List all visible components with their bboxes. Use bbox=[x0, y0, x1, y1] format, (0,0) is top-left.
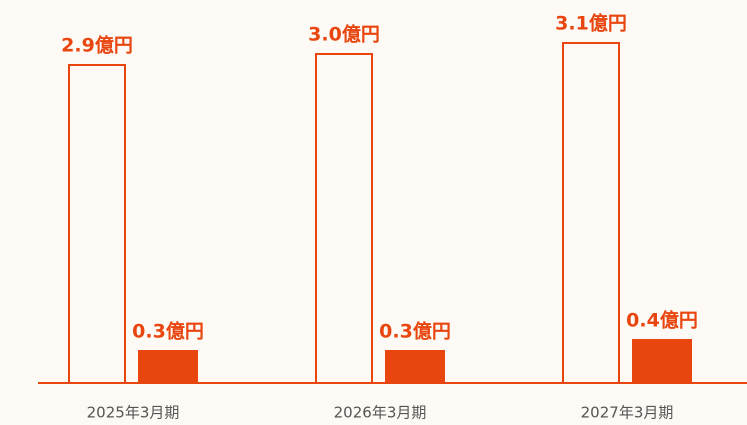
value-label: 0.4億円 bbox=[626, 309, 698, 332]
value-label: 2.9億円 bbox=[61, 34, 133, 57]
bar bbox=[385, 350, 445, 383]
bar bbox=[632, 339, 692, 383]
value-label: 3.1億円 bbox=[555, 12, 627, 35]
x-tick-label: 2026年3月期 bbox=[334, 404, 427, 422]
value-label: 3.0億円 bbox=[308, 23, 380, 46]
bar bbox=[138, 350, 198, 383]
value-label: 0.3億円 bbox=[379, 320, 451, 343]
value-label: 0.3億円 bbox=[132, 320, 204, 343]
x-tick-label: 2025年3月期 bbox=[87, 404, 180, 422]
x-tick-label: 2027年3月期 bbox=[581, 404, 674, 422]
